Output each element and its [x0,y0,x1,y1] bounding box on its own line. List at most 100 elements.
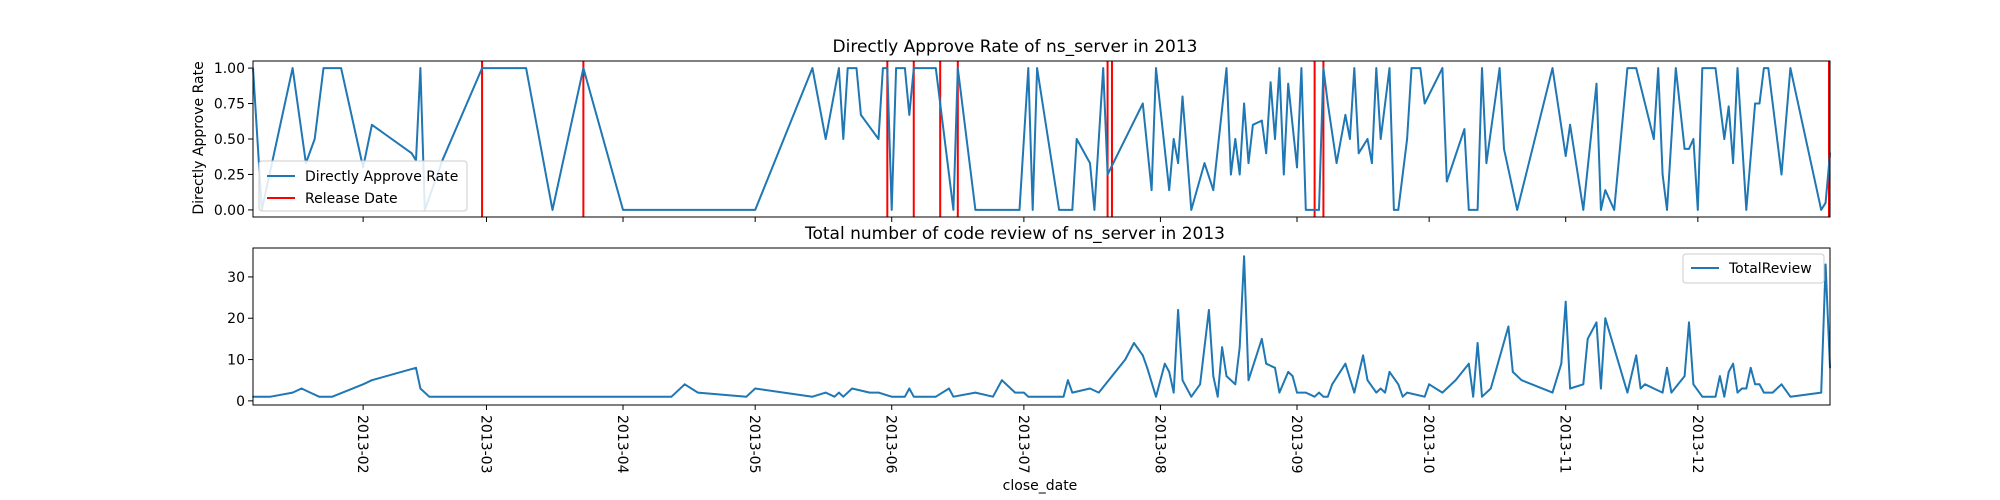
data-point [1234,383,1237,386]
x-tick-label: 2013-03 [477,415,493,474]
data-point [1754,383,1756,386]
data-point [1384,391,1386,394]
y-tick-label: 10 [227,353,245,369]
data-point [1379,387,1382,390]
data-point [1481,67,1483,69]
data-point [525,67,527,69]
data-point [1296,166,1298,169]
x-tick-label: 2013-10 [1420,415,1436,474]
data-point [1102,67,1105,69]
data-point [670,395,673,398]
data-point [1027,67,1030,69]
data-point [683,383,686,386]
data-point [1150,189,1153,192]
data-point [1071,391,1074,394]
data-point [1626,391,1629,394]
x-tick-label: 2013-05 [746,415,762,474]
data-point [1652,387,1655,390]
data-point [1181,95,1184,98]
data-point [551,209,554,211]
data-point [331,395,334,398]
data-point [934,395,937,398]
data-point [1146,366,1149,369]
data-point [1754,102,1756,105]
data-point [1375,67,1378,69]
data-point [1216,395,1219,398]
data-point [1265,362,1268,365]
data-point [1141,354,1144,357]
approve-rate-ticks: 0.00 0.25 0.50 0.75 1.00 [214,61,1699,222]
data-point [1701,395,1704,398]
data-point [1247,379,1250,382]
data-point [1335,162,1338,165]
data-point [1719,102,1721,105]
data-point [697,391,699,394]
data-point [1666,209,1668,211]
data-point [1714,395,1717,398]
data-point [1741,387,1743,390]
data-point [410,152,413,155]
data-point [1234,138,1237,140]
data-point [1824,263,1827,266]
data-point [1031,209,1034,211]
data-point [1727,105,1730,108]
data-point [1498,67,1501,69]
data-point [371,379,373,382]
data-point [1349,138,1351,140]
data-point [1604,317,1607,320]
data-point [1177,162,1179,165]
x-tick-label: 2013-06 [883,415,899,474]
data-point [877,138,880,140]
data-point [956,67,959,69]
data-point [1613,209,1616,211]
data-point [313,138,316,140]
data-point [1296,391,1298,394]
data-point [1058,395,1060,398]
data-point [908,387,911,390]
data-point [1058,209,1060,211]
data-point [269,395,272,398]
data-point [309,391,312,394]
data-point [340,67,342,69]
data-point [1397,383,1400,386]
data-point [1304,209,1307,211]
data-point [1300,67,1303,69]
data-point [811,67,814,69]
data-point [1318,391,1320,394]
data-point [1551,391,1554,394]
y-tick-label: 1.00 [214,61,245,77]
data-point [1780,173,1783,176]
data-point [1564,155,1567,157]
data-point [1269,81,1272,84]
x-tick-label: 2013-07 [1015,415,1031,474]
data-point [300,387,303,390]
data-point [1106,173,1109,176]
data-point [1696,209,1699,211]
data-point [877,391,880,394]
data-point [1758,383,1761,386]
data-point [745,395,748,398]
data-point [1225,375,1228,377]
data-point [838,391,840,394]
data-point [1564,300,1567,303]
data-point [1582,209,1585,211]
data-point [934,67,937,69]
data-point [1406,391,1408,394]
data-point [1401,395,1404,398]
data-point [1445,180,1448,183]
data-point [1516,209,1519,211]
data-point [1423,102,1426,105]
data-point [1688,321,1690,324]
data-point [1560,362,1563,365]
data-point [846,67,849,69]
data-point [322,67,325,69]
data-point [1582,383,1585,386]
data-point [1282,173,1285,176]
data-point [1260,119,1263,122]
data-point [1732,362,1734,365]
data-point [1199,383,1201,386]
approve-rate-series [252,67,1831,211]
data-point [1075,138,1078,140]
data-point [1758,102,1761,105]
